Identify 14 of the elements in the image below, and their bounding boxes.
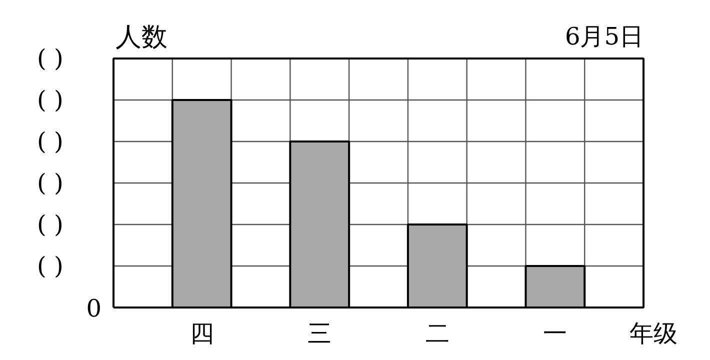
chart-title: 6月5日 [564, 22, 644, 50]
text: ( ) [37, 44, 64, 72]
x-axis-title: 年级 [630, 320, 678, 348]
x-tick-label: 二 [425, 320, 450, 348]
x-tick-label: 四 [190, 320, 214, 348]
text: ( ) [37, 128, 64, 156]
x-tick-label: 一 [543, 320, 568, 348]
text: 0 [86, 294, 102, 322]
y-axis-title: 人数 [116, 22, 168, 52]
text: ( ) [37, 252, 64, 280]
text: ( ) [37, 169, 64, 197]
text: ( ) [37, 86, 64, 114]
text: ( ) [37, 210, 64, 238]
x-tick-label: 三 [308, 320, 332, 348]
